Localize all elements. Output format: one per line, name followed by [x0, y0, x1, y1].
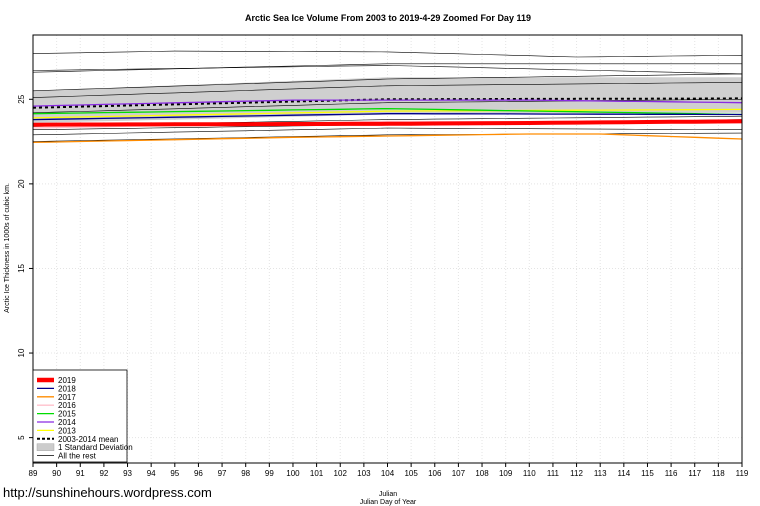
x-tick-label: 100 — [286, 469, 300, 478]
legend-swatch — [36, 443, 55, 451]
x-tick-label: 96 — [194, 469, 203, 478]
rest-line — [32, 82, 743, 98]
x-tick-label: 107 — [452, 469, 466, 478]
x-tick-label: 114 — [617, 469, 630, 478]
x-tick-label: 108 — [475, 469, 489, 478]
x-tick-label: 95 — [170, 469, 179, 478]
series-line-2017 — [32, 133, 743, 144]
x-tick-label: 106 — [428, 469, 442, 478]
y-tick-label: 5 — [17, 435, 26, 440]
x-tick-label: 113 — [594, 469, 607, 478]
x-tick-label: 97 — [218, 469, 227, 478]
series-line-2018 — [32, 113, 742, 121]
series-line-2003-2014-mean — [32, 97, 743, 109]
legend-label: 2015 — [58, 410, 76, 419]
x-tick-label: 119 — [736, 469, 749, 478]
x-tick-label: 90 — [52, 469, 61, 478]
y-tick-label: 15 — [17, 263, 26, 272]
x-tick-label: 118 — [712, 469, 725, 478]
x-tick-label: 105 — [404, 469, 418, 478]
x-tick-label: 115 — [641, 469, 654, 478]
series-lines — [32, 97, 743, 144]
rest-line — [32, 73, 743, 92]
x-tick-label: 98 — [241, 469, 250, 478]
y-tick-label: 20 — [17, 179, 26, 188]
legend-label: 2013 — [58, 426, 76, 435]
y-tick-label: 25 — [17, 94, 26, 103]
x-tick-label: 89 — [29, 469, 38, 478]
legend-label: 2019 — [58, 376, 76, 385]
chart-title: Arctic Sea Ice Volume From 2003 to 2019-… — [245, 13, 531, 23]
y-axis: 5 10 15 20 25 — [17, 94, 33, 440]
watermark: http://sunshinehours.wordpress.com — [3, 485, 212, 500]
series-line-2013 — [32, 108, 743, 119]
series-line-2014 — [32, 99, 743, 107]
rest-line — [32, 63, 742, 73]
legend-label: 1 Standard Deviation — [58, 443, 133, 452]
rest-line — [32, 50, 743, 58]
x-tick-label: 117 — [688, 469, 701, 478]
x-tick-label: 102 — [334, 469, 348, 478]
x-tick-label: 110 — [523, 469, 536, 478]
x-tick-label: 94 — [147, 469, 156, 478]
legend-label: All the rest — [58, 452, 97, 461]
x-axis-label-2: Julian Day of Year — [360, 499, 417, 506]
legend-label: 2018 — [58, 384, 76, 393]
legend-label: 2014 — [58, 418, 76, 427]
x-tick-label: 104 — [381, 469, 395, 478]
x-axis-label: Julian — [379, 491, 397, 498]
x-axis: 89 90 91 92 93 94 95 96 97 98 99 100 101 102 103 104 105… — [29, 463, 749, 478]
legend-label: 2017 — [58, 393, 76, 402]
x-tick-label: 91 — [76, 469, 85, 478]
legend-label: 2016 — [58, 401, 76, 410]
series-line-2019 — [32, 119, 743, 127]
x-tick-label: 103 — [357, 469, 371, 478]
y-tick-label: 10 — [17, 348, 26, 357]
x-tick-label: 93 — [123, 469, 132, 478]
rest-line — [32, 99, 743, 114]
legend-label: 2003-2014 mean — [58, 435, 119, 444]
x-tick-label: 116 — [665, 469, 678, 478]
y-axis-label: Arctic Ice Thickness in 1000s of cubic k… — [4, 183, 11, 313]
x-tick-label: 112 — [570, 469, 583, 478]
x-tick-label: 92 — [99, 469, 108, 478]
rest-line — [32, 65, 743, 75]
x-tick-label: 109 — [499, 469, 513, 478]
rest-line — [32, 127, 743, 136]
x-tick-label: 99 — [265, 469, 274, 478]
x-tick-label: 111 — [547, 469, 560, 478]
rest-line — [32, 132, 743, 142]
x-tick-label: 101 — [310, 469, 324, 478]
series-line-2015 — [32, 107, 743, 116]
